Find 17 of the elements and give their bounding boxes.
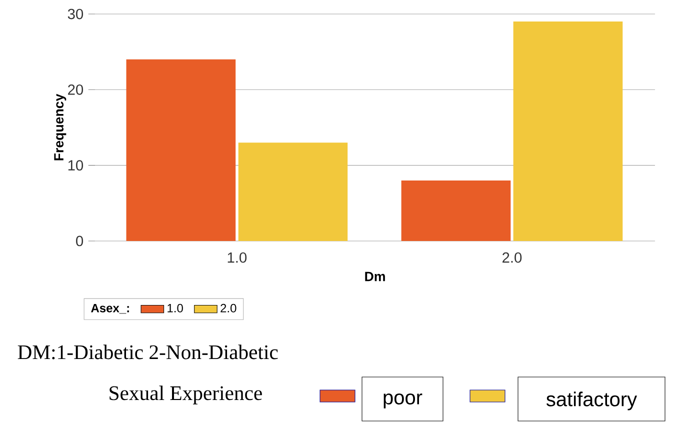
legend-label: 2.0 [220, 304, 236, 312]
bar [238, 142, 348, 241]
legend-label: 1.0 [168, 304, 183, 312]
text: poor [384, 394, 422, 408]
y-tick-label: 10 [68, 160, 84, 171]
x-axis-title: Dm [365, 272, 385, 282]
y-tick-label: 20 [68, 84, 84, 95]
y-tick-label: 30 [68, 8, 84, 20]
text: Sexual Experience [110, 386, 262, 404]
y-axis-title: Frequency [54, 94, 66, 160]
legend-title: Asex_: [91, 304, 129, 314]
text: satifactory [546, 392, 638, 410]
bar [513, 22, 623, 241]
bar [401, 180, 511, 241]
bar [126, 59, 236, 241]
text: DM:1-Diabetic 2-Non-Diabetic [18, 344, 278, 360]
y-tick-label: 0 [76, 236, 84, 246]
